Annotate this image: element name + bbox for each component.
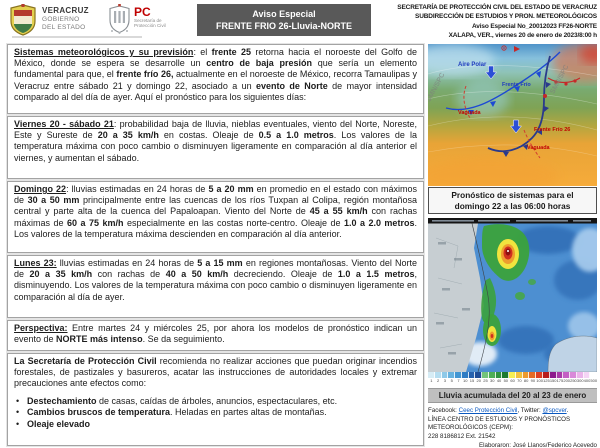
systems-map-graphic [428, 44, 597, 186]
banner-line1: Aviso Especial [252, 9, 316, 19]
lunes-text: Lunes 23: lluvias estimadas en 24 horas … [14, 258, 417, 302]
footer-period: . [566, 407, 569, 414]
trough-label-2: Vaguada [527, 145, 550, 151]
recommendations-text: La Secretaría de Protección Civil recomi… [14, 356, 417, 389]
rain-map-caption: Lluvia acumulada del 20 al 23 de enero [428, 388, 597, 403]
rain-scale: 1 2 3 5 7 10 15 20 25 30 40 50 60 70 80 90 100 125 150 175 2… [428, 372, 598, 383]
forecast-box-domingo: Domingo 22: lluvias estimadas en 24 hora… [7, 181, 424, 253]
rain-map-title-bar [428, 218, 597, 224]
list-item: • Cambios bruscos de temperatura. Helada… [14, 407, 417, 419]
veracruz-logo-line1: VERACRUZ [42, 6, 89, 16]
air-mass-label: Aire Polar [458, 62, 487, 68]
footer: Facebook: Ceec Protección Civil, Twitter… [428, 407, 597, 448]
pc-shield-icon [109, 4, 130, 34]
header-info-line2: SUBDIRECCIÓN DE ESTUDIOS Y PRON. METEORO… [415, 13, 597, 21]
recommendations-box: La Secretaría de Protección Civil recomi… [7, 353, 424, 446]
banner-line2: FRENTE FRIO 26-Lluvia-NORTE [215, 21, 352, 31]
header-info-line4: XALAPA, VER., viernes 20 de enero de 202… [448, 31, 598, 39]
pc-acronym: PC [134, 5, 151, 19]
forecast-box-perspectiva: Perspectiva: Entre martes 24 y miércoles… [7, 320, 424, 351]
rain-map-graphic [428, 218, 597, 372]
viernes-text: Viernes 20 - sábado 21: probabilidad baj… [14, 119, 418, 163]
domingo-text: Domingo 22: lluvias estimadas en 24 hora… [14, 184, 418, 239]
forecast-box-lunes: Lunes 23: lluvias estimadas en 24 horas … [7, 255, 424, 318]
recommendations-list: • Destechamiento de casas, caídas de árb… [14, 396, 417, 431]
title-banner: Aviso Especial FRENTE FRIO 26-Lluvia-NOR… [197, 4, 371, 36]
veracruz-shield-icon [10, 4, 36, 36]
facebook-label: Facebook: [428, 407, 459, 414]
trough-label-1: Vaguada [458, 110, 481, 116]
bullet-text-3: Oleaje elevado [27, 418, 91, 429]
veracruz-logo: VERACRUZ GOBIERNO DEL ESTADO [8, 4, 89, 36]
pc-subtitle-2: Protección Civil [134, 23, 166, 29]
footer-phone-line: 228 8186812 Ext. 21542 [428, 433, 496, 441]
sistemas-text: Sistemas meteorológicos y su previsión: … [14, 47, 417, 102]
cold-front-26-label: Frente Frío 26 [534, 127, 571, 133]
footer-authors-line: Elaboraron: José Llanos/Federico Acevedo [479, 441, 597, 448]
bullet-icon: • [16, 395, 20, 406]
list-item: • Destechamiento de casas, caídas de árb… [14, 396, 417, 408]
header-info: SECRETARÍA DE PROTECCIÓN CIVIL DEL ESTAD… [371, 3, 597, 40]
systems-map-caption: Pronóstico de sistemas para el domingo 2… [428, 187, 597, 214]
bullet-icon: • [16, 407, 20, 418]
cold-front-label: Frente Frío [502, 82, 531, 88]
footer-cepm-line: LÍNEA CENTRO DE ESTUDIOS Y PRONÓSTICOS M… [428, 415, 571, 432]
pc-logo: PC Secretaría de Protección Civil [108, 4, 166, 34]
facebook-link[interactable]: Ceec Protección Civil [458, 407, 518, 414]
pc-subtitle-1: Secretaría de [134, 18, 162, 23]
forecast-box-viernes: Viernes 20 - sábado 21: probabilidad baj… [7, 116, 424, 179]
forecast-box-sistemas: Sistemas meteorológicos y su previsión: … [7, 44, 424, 114]
veracruz-logo-line2: GOBIERNO [42, 15, 80, 23]
footer-social-line: Facebook: Ceec Protección Civil, Twitter… [428, 407, 597, 416]
systems-map: Aire Polar Frente Frío Frente Frío 26 Va… [428, 44, 597, 186]
rain-map [428, 218, 597, 372]
veracruz-logo-line3: DEL ESTADO [42, 24, 86, 32]
veracruz-logo-text: VERACRUZ GOBIERNO DEL ESTADO [42, 7, 89, 33]
logo-divider [12, 36, 142, 38]
perspectiva-text: Perspectiva: Entre martes 24 y miércoles… [14, 323, 417, 345]
twitter-label: , Twitter: [517, 407, 543, 414]
bullet-text-2: Cambios bruscos de temperatura. Heladas … [27, 407, 327, 418]
header-info-line3: Aviso Especial No_20012023 FF26-NORTE [472, 22, 597, 30]
list-item: • Oleaje elevado [14, 419, 417, 431]
bullet-icon: • [16, 418, 20, 429]
twitter-link[interactable]: @spcver [542, 407, 567, 414]
header-info-line1: SECRETARÍA DE PROTECCIÓN CIVIL DEL ESTAD… [397, 4, 597, 11]
bullet-text-1: Destechamiento de casas, caídas de árbol… [27, 395, 338, 406]
